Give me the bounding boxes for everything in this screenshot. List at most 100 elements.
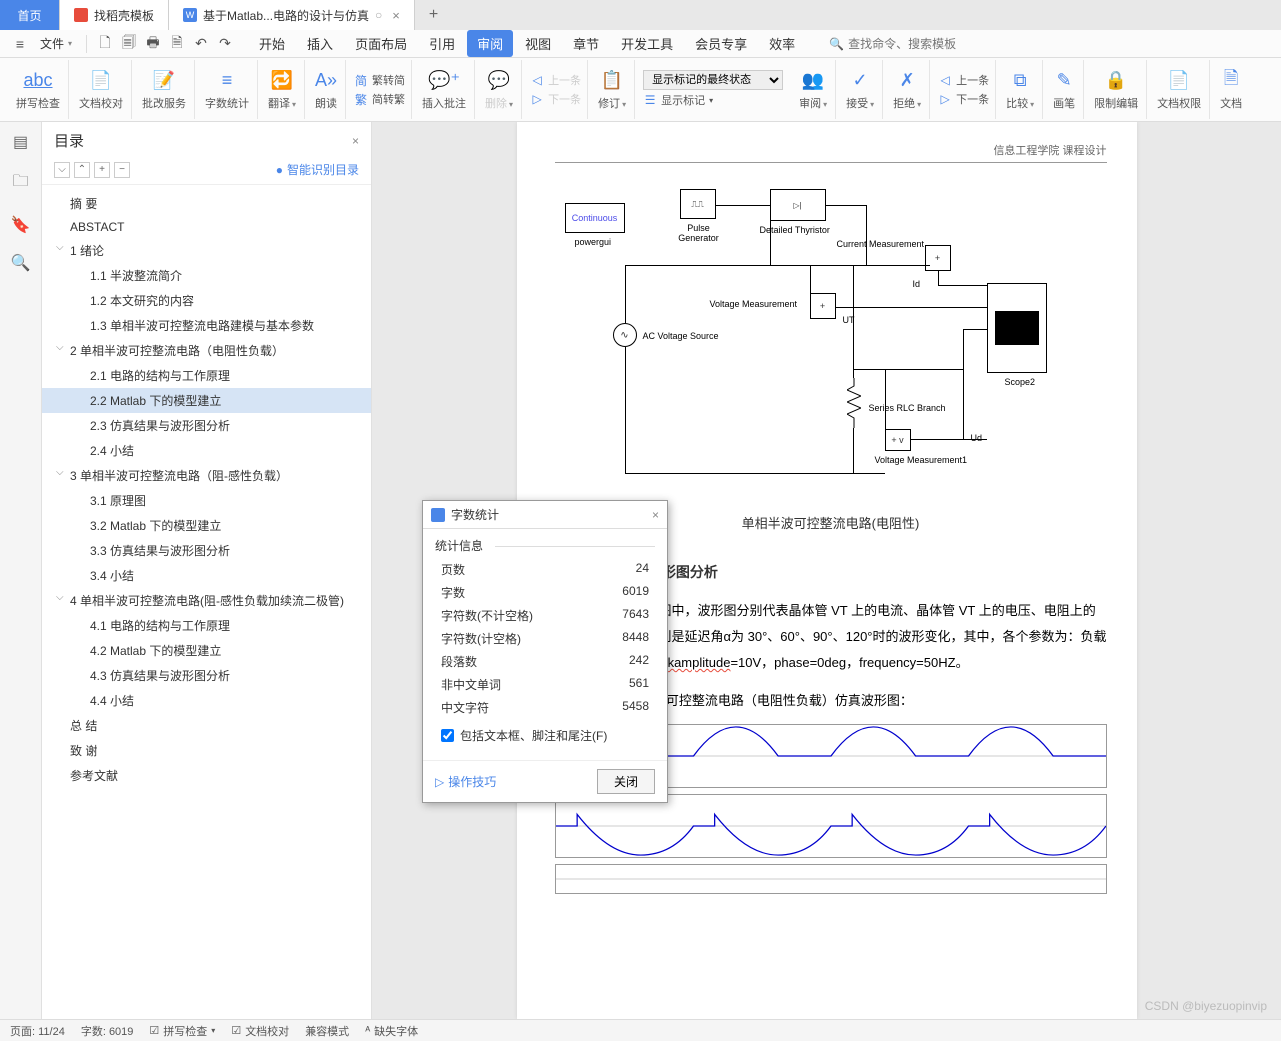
ribbon-permission[interactable]: 📄文档权限 <box>1149 60 1210 119</box>
ribbon-doc[interactable]: 🗎文档 <box>1212 60 1250 119</box>
save-icon[interactable]: 🗋 <box>95 32 115 56</box>
tab-new[interactable]: + <box>415 0 452 30</box>
ribbon-read[interactable]: A»朗读 <box>307 60 346 119</box>
redo-icon[interactable]: ↷ <box>215 35 235 52</box>
checkbox-input[interactable] <box>441 729 454 742</box>
menubar: ≡ 文件▾ 🗋 🗐 🖶 🗎 ↶ ↷ 开始插入页面布局引用审阅视图章节开发工具会员… <box>0 30 1281 58</box>
outline-item[interactable]: 3.1 原理图 <box>42 488 371 513</box>
outline-toggle-icon[interactable]: ▤ <box>13 132 28 152</box>
ribbon-translate[interactable]: 🔁翻译▾ <box>260 60 305 119</box>
outline-item[interactable]: 参考文献 <box>42 763 371 788</box>
waveform-2 <box>555 794 1107 858</box>
close-icon[interactable]: × <box>652 508 659 522</box>
show-markup[interactable]: ☰显示标记▾ <box>643 91 713 109</box>
outline-item[interactable]: 4.2 Matlab 下的模型建立 <box>42 638 371 663</box>
outline-item[interactable]: 2.2 Matlab 下的模型建立 <box>42 388 371 413</box>
ribbon-accept[interactable]: ✓接受▾ <box>838 60 883 119</box>
ribbon-tab[interactable]: 插入 <box>297 30 343 57</box>
wire <box>963 329 964 439</box>
search-input[interactable] <box>848 37 988 51</box>
change-next[interactable]: ▷下一条 <box>938 90 989 108</box>
status-spellcheck[interactable]: ☑拼写检查 ▾ <box>149 1023 215 1039</box>
ribbon-track[interactable]: 📋修订▾ <box>590 60 635 119</box>
ribbon-deletecomment[interactable]: 💬删除▾ <box>477 60 522 119</box>
bookmark-icon[interactable]: 🔖 <box>11 215 31 235</box>
ribbon-review[interactable]: 👥审阅▾ <box>791 60 836 119</box>
add-icon[interactable]: + <box>94 162 110 178</box>
ribbon-tab[interactable]: 审阅 <box>467 30 513 57</box>
dialog-titlebar[interactable]: 字数统计 × <box>423 501 667 529</box>
ribbon-tab[interactable]: 开始 <box>249 30 295 57</box>
tab-home[interactable]: 首页 <box>0 0 60 30</box>
ribbon-proofread[interactable]: 📄文档校对 <box>71 60 132 119</box>
outline-item[interactable]: 4 单相半波可控整流电路(阻-感性负载加续流二极管) <box>42 588 371 613</box>
status-proofread[interactable]: ☑文档校对 <box>231 1023 289 1039</box>
ribbon-restrict[interactable]: 🔒限制编辑 <box>1086 60 1147 119</box>
outline-item[interactable]: 4.4 小结 <box>42 688 371 713</box>
close-icon[interactable]: × <box>352 134 359 148</box>
outline-item[interactable]: ABSTACT <box>42 216 371 238</box>
ribbon-tab[interactable]: 页面布局 <box>345 30 417 57</box>
expand-icon[interactable]: ⌃ <box>74 162 90 178</box>
tab-template[interactable]: 找稻壳模板 <box>60 0 169 30</box>
outline-item[interactable]: 2.3 仿真结果与波形图分析 <box>42 413 371 438</box>
ribbon-tab[interactable]: 引用 <box>419 30 465 57</box>
undo-icon[interactable]: ↶ <box>191 35 211 52</box>
ribbon-spellcheck[interactable]: abc拼写检查 <box>8 60 69 119</box>
outline-item[interactable]: 3 单相半波可控整流电路（阻-感性负载） <box>42 463 371 488</box>
close-button[interactable]: 关闭 <box>597 769 655 794</box>
ribbon-reject[interactable]: ✗拒绝▾ <box>885 60 930 119</box>
convert-tosimple[interactable]: 简繁转简 <box>354 71 405 89</box>
outline-item[interactable]: 致 谢 <box>42 738 371 763</box>
comment-prev[interactable]: ◁上一条 <box>530 71 581 89</box>
outline-item[interactable]: 摘 要 <box>42 191 371 216</box>
smart-outline-button[interactable]: ●智能识别目录 <box>276 161 359 178</box>
ribbon-tab[interactable]: 章节 <box>563 30 609 57</box>
hamburger-icon[interactable]: ≡ <box>10 36 30 52</box>
saveas-icon[interactable]: 🗐 <box>119 32 139 56</box>
ribbon-tabs: 开始插入页面布局引用审阅视图章节开发工具会员专享效率 <box>249 30 805 57</box>
outline-item[interactable]: 3.2 Matlab 下的模型建立 <box>42 513 371 538</box>
command-search[interactable]: 🔍 <box>829 37 988 51</box>
ribbon-tab[interactable]: 会员专享 <box>685 30 757 57</box>
outline-item[interactable]: 1 绪论 <box>42 238 371 263</box>
outline-item[interactable]: 总 结 <box>42 713 371 738</box>
ribbon-pen[interactable]: ✎画笔 <box>1045 60 1084 119</box>
tips-link[interactable]: ▷操作技巧 <box>435 773 496 790</box>
ribbon-tab[interactable]: 视图 <box>515 30 561 57</box>
comment-next[interactable]: ▷下一条 <box>530 90 581 108</box>
outline-item[interactable]: 3.4 小结 <box>42 563 371 588</box>
outline-item[interactable]: 3.3 仿真结果与波形图分析 <box>42 538 371 563</box>
status-compat[interactable]: 兼容模式 <box>305 1023 349 1039</box>
track-mode-select[interactable]: 显示标记的最终状态 <box>643 70 783 90</box>
outline-item[interactable]: 1.1 半波整流简介 <box>42 263 371 288</box>
outline-item[interactable]: 2.1 电路的结构与工作原理 <box>42 363 371 388</box>
outline-item[interactable]: 4.1 电路的结构与工作原理 <box>42 613 371 638</box>
folder-icon[interactable]: 🗀 <box>12 170 28 197</box>
collapse-all-icon[interactable]: ⌵ <box>54 162 70 178</box>
outline-item[interactable]: 4.3 仿真结果与波形图分析 <box>42 663 371 688</box>
ribbon-compare[interactable]: ⧉比较▾ <box>998 60 1043 119</box>
ribbon-correction[interactable]: 📝批改服务 <box>134 60 195 119</box>
change-prev[interactable]: ◁上一条 <box>938 71 989 89</box>
menu-file[interactable]: 文件▾ <box>34 35 78 52</box>
outline-item[interactable]: 2.4 小结 <box>42 438 371 463</box>
print-icon[interactable]: 🖶 <box>143 32 163 56</box>
tab-document[interactable]: W 基于Matlab...电路的设计与仿真 ○ × <box>169 0 415 30</box>
ribbon-tab[interactable]: 效率 <box>759 30 805 57</box>
remove-icon[interactable]: − <box>114 162 130 178</box>
convert-totrad[interactable]: 繁简转繁 <box>354 90 405 108</box>
ribbon-wordcount[interactable]: ≡字数统计 <box>197 60 258 119</box>
include-checkbox[interactable]: 包括文本框、脚注和尾注(F) <box>435 719 655 752</box>
outline-item[interactable]: 1.3 单相半波可控整流电路建模与基本参数 <box>42 313 371 338</box>
ribbon-tab[interactable]: 开发工具 <box>611 30 683 57</box>
status-page[interactable]: 页面: 11/24 <box>10 1023 65 1039</box>
status-words[interactable]: 字数: 6019 <box>81 1023 134 1039</box>
outline-item[interactable]: 2 单相半波可控整流电路（电阻性负载） <box>42 338 371 363</box>
preview-icon[interactable]: 🗎 <box>167 32 187 56</box>
find-icon[interactable]: 🔍 <box>11 253 31 273</box>
outline-item[interactable]: 1.2 本文研究的内容 <box>42 288 371 313</box>
ribbon-insertcomment[interactable]: 💬⁺插入批注 <box>414 60 475 119</box>
close-icon[interactable]: × <box>392 8 400 23</box>
status-missing-font[interactable]: ᴬ缺失字体 <box>365 1023 418 1039</box>
